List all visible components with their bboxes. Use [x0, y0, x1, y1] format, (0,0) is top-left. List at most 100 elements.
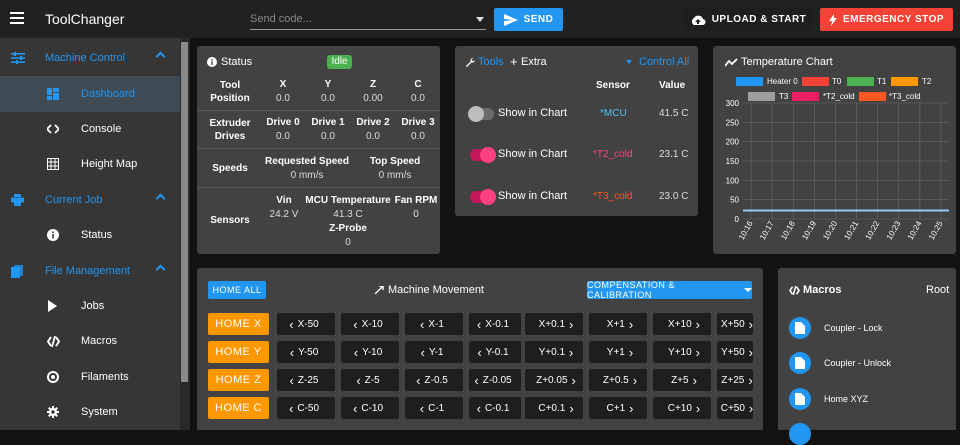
jog-button[interactable]: C+0.1 ›	[525, 397, 583, 419]
show-in-chart-toggle[interactable]	[470, 147, 496, 163]
jog-button[interactable]: ‹ X-1	[405, 313, 463, 335]
jog-button[interactable]: C+10 ›	[653, 397, 711, 419]
jog-button[interactable]: C+1 ›	[589, 397, 647, 419]
jog-button[interactable]: ‹ Y-50	[277, 341, 335, 363]
sidebar-item-system[interactable]: System	[0, 394, 180, 430]
jog-label: C+0.1	[538, 402, 566, 414]
jog-button[interactable]: Y+0.1 ›	[525, 341, 583, 363]
drive-value: 0.0	[276, 131, 290, 142]
jog-button[interactable]: ‹ Z-25	[277, 369, 335, 391]
legend-swatch[interactable]	[748, 92, 775, 101]
macro-item[interactable]: Coupler - Lock	[789, 317, 949, 339]
legend-label: *T3_cold	[889, 92, 921, 101]
printer-icon	[11, 194, 24, 206]
jog-button[interactable]: ‹ X-10	[341, 313, 399, 335]
jog-button[interactable]: ‹ Y-10	[341, 341, 399, 363]
sidebar-scrollbar[interactable]	[180, 38, 190, 430]
jog-label: C+50	[720, 402, 745, 414]
tab-extra[interactable]: Extra	[521, 56, 547, 68]
jog-button[interactable]: ‹ X-50	[277, 313, 335, 335]
show-in-chart-toggle[interactable]	[470, 189, 496, 205]
legend-label: Heater 0	[767, 77, 798, 86]
nav-group-file-management[interactable]: File Management	[0, 253, 180, 289]
control-all-dropdown[interactable]: Control All	[639, 56, 690, 68]
home-axis-button[interactable]: HOME C	[208, 397, 269, 419]
jog-button[interactable]: Z+5 ›	[653, 369, 711, 391]
jog-button[interactable]: Y+1 ›	[589, 341, 647, 363]
jog-button[interactable]: X+0.1 ›	[525, 313, 583, 335]
jog-button[interactable]: Z+25 ›	[717, 369, 753, 391]
jog-button[interactable]: ‹ C-10	[341, 397, 399, 419]
macro-item[interactable]: Coupler - Unlock	[789, 352, 949, 374]
show-in-chart-toggle[interactable]	[468, 106, 494, 122]
legend-swatch[interactable]	[736, 77, 763, 86]
jog-button[interactable]: Y+50 ›	[717, 341, 753, 363]
sidebar-item-console[interactable]: Console	[0, 111, 180, 147]
chevron-left-icon: ‹	[477, 344, 482, 360]
jog-button[interactable]: Z+0.05 ›	[525, 369, 583, 391]
y-tick-label: 300	[726, 99, 740, 108]
jog-button[interactable]: ‹ C-50	[277, 397, 335, 419]
legend-swatch[interactable]	[891, 77, 918, 86]
send-code-input[interactable]: Send code...	[250, 8, 486, 30]
nav-group-machine-control[interactable]: Machine Control	[0, 40, 180, 76]
jog-label: C+10	[667, 402, 692, 414]
jog-button[interactable]: ‹ Z-0.5	[405, 369, 463, 391]
tab-tools[interactable]: Tools	[478, 56, 504, 68]
file-icon	[789, 423, 811, 445]
legend-swatch[interactable]	[859, 92, 886, 101]
nav-group-current-job[interactable]: Current Job	[0, 182, 180, 218]
jog-button[interactable]: C+50 ›	[717, 397, 753, 419]
sidebar-item-label: Height Map	[81, 158, 138, 170]
macro-item[interactable]	[789, 423, 949, 445]
macro-item[interactable]: Home XYZ	[789, 388, 949, 410]
jog-button[interactable]: X+1 ›	[589, 313, 647, 335]
send-button-label: SEND	[523, 14, 554, 25]
sidebar-item-status[interactable]: Status	[0, 217, 180, 253]
sidebar-item-macros[interactable]: Macros	[0, 323, 180, 359]
emergency-stop-button[interactable]: EMERGENCY STOP	[820, 8, 953, 31]
upload-start-button[interactable]: UPLOAD & START	[685, 8, 811, 31]
speeds-label: Speeds	[212, 163, 248, 174]
legend-swatch[interactable]	[802, 77, 829, 86]
jog-button[interactable]: Y+10 ›	[653, 341, 711, 363]
y-tick-label: 100	[726, 176, 740, 185]
caret-down-icon	[744, 288, 752, 292]
sidebar-item-filaments[interactable]: Filaments	[0, 359, 180, 395]
sidebar-item-label: Dashboard	[81, 88, 135, 100]
upload-start-label: UPLOAD & START	[711, 14, 807, 25]
sidebar-item-dashboard[interactable]: Dashboard	[0, 76, 180, 112]
send-button[interactable]: SEND	[494, 8, 563, 31]
jog-button[interactable]: ‹ Y-1	[405, 341, 463, 363]
jog-button[interactable]: ‹ Z-5	[341, 369, 399, 391]
jog-label: X-0.1	[485, 318, 510, 330]
jog-button[interactable]: ‹ X-0.1	[469, 313, 521, 335]
sidebar-item-height-map[interactable]: Height Map	[0, 146, 180, 182]
jog-button[interactable]: Z+0.5 ›	[589, 369, 647, 391]
jog-button[interactable]: ‹ Y-0.1	[469, 341, 521, 363]
sensor-value: 23.1 C	[659, 149, 689, 160]
jog-button[interactable]: ‹ C-1	[405, 397, 463, 419]
axis-label: X	[279, 79, 287, 90]
jog-button[interactable]: ‹ C-0.1	[469, 397, 521, 419]
legend-swatch[interactable]	[792, 92, 819, 101]
jog-button[interactable]: ‹ Z-0.05	[469, 369, 521, 391]
chart-title: Temperature Chart	[741, 56, 833, 68]
sidebar-item-jobs[interactable]: Jobs	[0, 288, 180, 324]
jog-label: C-10	[361, 402, 384, 414]
requested-speed-label: Requested Speed	[265, 156, 349, 167]
menu-icon[interactable]	[10, 12, 24, 24]
macros-root-breadcrumb[interactable]: Root	[926, 284, 950, 296]
axis-label: Z	[369, 79, 377, 90]
dropdown-arrow-icon[interactable]	[476, 17, 484, 22]
divider	[197, 148, 440, 149]
home-axis-button[interactable]: HOME Z	[208, 369, 269, 391]
jog-button[interactable]: X+50 ›	[717, 313, 753, 335]
compensation-calibration-button[interactable]: COMPENSATION & CALIBRATION	[587, 280, 752, 300]
legend-swatch[interactable]	[847, 77, 874, 86]
home-axis-button[interactable]: HOME Y	[208, 341, 269, 363]
jog-button[interactable]: X+10 ›	[653, 313, 711, 335]
home-all-button[interactable]: HOME ALL	[208, 281, 266, 299]
home-axis-button[interactable]: HOME X	[208, 313, 269, 335]
